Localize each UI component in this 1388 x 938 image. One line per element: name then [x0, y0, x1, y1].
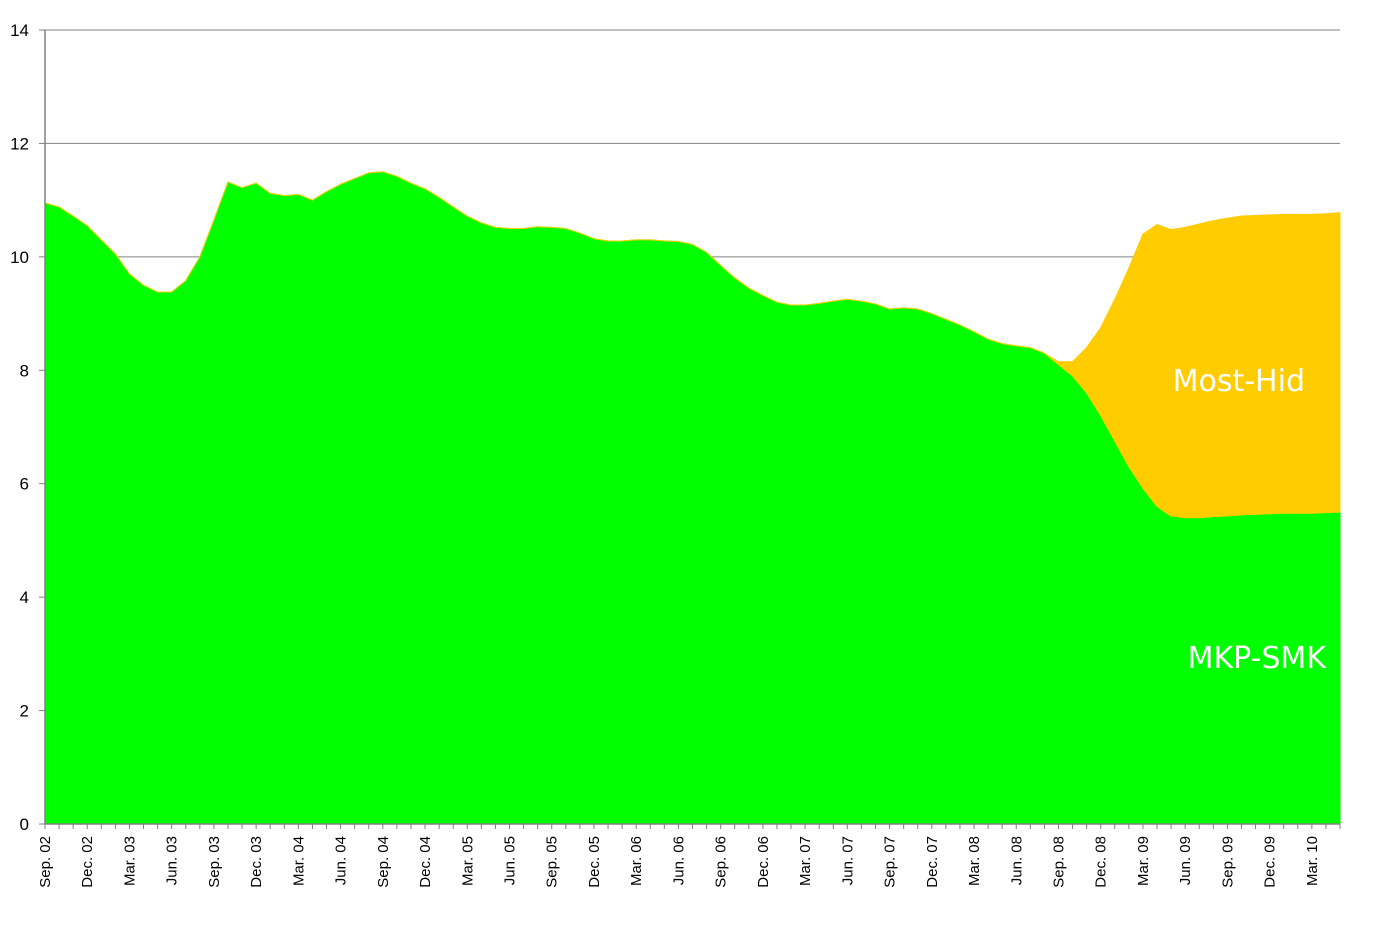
x-tick-label-23: Jun. 08: [1008, 836, 1025, 885]
series-label-most-hid: Most-Hid: [1173, 364, 1305, 399]
x-tick-label-15: Jun. 06: [670, 836, 687, 885]
y-tick-label-4: 4: [20, 588, 29, 607]
x-tick-label-20: Sep. 07: [882, 836, 899, 888]
x-tick-label-14: Mar. 06: [628, 836, 645, 886]
y-tick-label-12: 12: [10, 134, 29, 153]
x-tick-label-10: Mar. 05: [459, 836, 476, 886]
x-tick-label-2: Mar. 03: [121, 836, 138, 886]
x-tick-label-13: Dec. 05: [586, 836, 603, 888]
x-tick-label-7: Jun. 04: [333, 836, 350, 885]
x-tick-label-6: Mar. 04: [290, 836, 307, 886]
x-tick-label-4: Sep. 03: [206, 836, 223, 888]
x-tick-label-22: Mar. 08: [966, 836, 983, 886]
x-tick-label-12: Sep. 05: [544, 836, 561, 888]
y-tick-label-8: 8: [20, 361, 29, 380]
x-tick-label-21: Dec. 07: [924, 836, 941, 888]
y-tick-label-0: 0: [20, 815, 29, 834]
x-tick-label-5: Dec. 03: [248, 836, 265, 888]
x-tick-label-26: Mar. 09: [1135, 836, 1152, 886]
series-label-mkp-smk: MKP-SMK: [1188, 641, 1328, 676]
x-tick-label-30: Mar. 10: [1304, 836, 1321, 886]
series-area-most-hid: [44, 171, 1341, 519]
x-tick-label-16: Sep. 06: [713, 836, 730, 888]
x-tick-label-3: Jun. 03: [164, 836, 181, 885]
y-tick-label-6: 6: [20, 475, 29, 494]
x-tick-label-8: Sep. 04: [375, 836, 392, 888]
area-series: [44, 171, 1341, 825]
x-tick-label-0: Sep. 02: [37, 836, 54, 888]
x-tick-label-25: Dec. 08: [1093, 836, 1110, 888]
x-tick-label-29: Dec. 09: [1262, 836, 1279, 888]
y-tick-label-10: 10: [10, 248, 29, 267]
x-tick-label-24: Sep. 08: [1050, 836, 1067, 888]
x-tick-label-9: Dec. 04: [417, 836, 434, 888]
x-tick-label-28: Sep. 09: [1219, 836, 1236, 888]
x-tick-label-27: Jun. 09: [1177, 836, 1194, 885]
x-tick-label-19: Jun. 07: [839, 836, 856, 885]
x-tick-label-11: Jun. 05: [502, 836, 519, 885]
y-tick-label-14: 14: [10, 21, 29, 40]
x-tick-label-17: Dec. 06: [755, 836, 772, 888]
x-tick-label-18: Mar. 07: [797, 836, 814, 886]
y-tick-label-2: 2: [20, 702, 29, 721]
axes: 0 2 4 6 8 10 12 14 Sep. 02 Dec. 02 Mar. 03 Jun. 03 S…: [10, 21, 1341, 888]
x-tick-label-1: Dec. 02: [79, 836, 96, 888]
series-labels: Most-Hid MKP-SMK: [1173, 364, 1328, 676]
